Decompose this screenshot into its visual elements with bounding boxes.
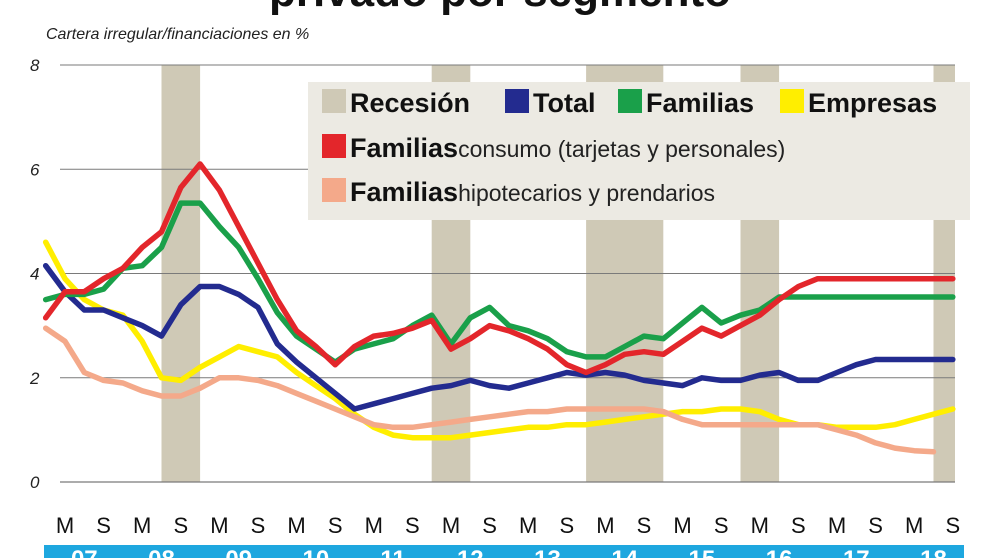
x-tick-label: M — [365, 513, 383, 538]
x-tick-label: M — [133, 513, 151, 538]
x-tick-label: M — [596, 513, 614, 538]
legend-label-empresas: Empresas — [808, 88, 937, 118]
x-tick-label: M — [56, 513, 74, 538]
x-tick-label: S — [791, 513, 806, 538]
year-label: 16 — [766, 546, 793, 558]
x-tick-label: S — [405, 513, 420, 538]
x-tick-label: S — [96, 513, 111, 538]
x-tick-label: S — [714, 513, 729, 538]
legend-swatch-recession — [322, 89, 346, 113]
x-tick-label: S — [251, 513, 266, 538]
legend-label-familias: Familias — [646, 88, 754, 118]
year-label: 08 — [148, 546, 175, 558]
legend-label-recession: Recesión — [350, 88, 470, 118]
legend-swatch-hipotecarios — [322, 178, 346, 202]
series-line-1 — [42, 325, 937, 455]
legend-swatch-empresas — [780, 89, 804, 113]
y-tick-label: 2 — [29, 369, 40, 388]
year-axis: 07 08 09 10 11 12 13 14 15 16 17 18 — [44, 545, 964, 558]
year-label: 10 — [303, 546, 330, 558]
series-lines — [42, 161, 956, 455]
legend-label-consumo: consumo (tarjetas y personales) — [458, 136, 785, 162]
year-label: 18 — [920, 546, 947, 558]
y-tick-label: 6 — [30, 160, 40, 179]
year-label: 11 — [380, 546, 405, 558]
x-tick-label: S — [482, 513, 497, 538]
y-tick-label: 0 — [30, 473, 40, 492]
y-tick-label: 8 — [30, 56, 40, 75]
year-label: 12 — [457, 546, 484, 558]
legend-label-hipotecarios: hipotecarios y prendarios — [458, 180, 715, 206]
year-label: 17 — [843, 546, 870, 558]
x-tick-label: M — [519, 513, 537, 538]
x-tick-label: M — [828, 513, 846, 538]
series-line-4 — [42, 161, 956, 376]
x-tick-label: S — [173, 513, 188, 538]
x-tick-label: M — [905, 513, 923, 538]
x-tick-label: M — [287, 513, 305, 538]
year-label: 07 — [71, 546, 98, 558]
x-tick-label: S — [637, 513, 652, 538]
chart-subtitle: Cartera irregular/financiaciones en % — [46, 26, 309, 43]
legend-swatch-consumo — [322, 134, 346, 158]
series-line-3 — [42, 200, 956, 365]
chart-title: privado por segmento — [269, 0, 731, 16]
legend-swatch-familias — [618, 89, 642, 113]
year-label: 13 — [534, 546, 561, 558]
year-label: 15 — [689, 546, 716, 558]
x-tick-label: S — [559, 513, 574, 538]
x-tick-label: S — [328, 513, 343, 538]
legend-swatch-total — [505, 89, 529, 113]
x-tick-label: M — [751, 513, 769, 538]
x-tick-label: S — [868, 513, 883, 538]
x-tick-label: M — [210, 513, 228, 538]
x-tick-label: M — [442, 513, 460, 538]
series-line-2 — [42, 262, 956, 412]
x-tick-label: S — [945, 513, 960, 538]
y-tick-label: 4 — [30, 265, 39, 284]
year-bar — [44, 545, 964, 558]
year-label: 14 — [611, 546, 638, 558]
legend-label-total: Total — [533, 88, 596, 118]
legend-label-consumo: Familias — [350, 133, 458, 163]
x-tick-label: M — [673, 513, 691, 538]
year-label: 09 — [225, 546, 252, 558]
y-axis: 0 2 4 6 8 — [29, 56, 40, 492]
legend-label-hipotecarios: Familias — [350, 177, 458, 207]
legend: Recesión Total Familias Empresas Familias co… — [308, 82, 970, 220]
